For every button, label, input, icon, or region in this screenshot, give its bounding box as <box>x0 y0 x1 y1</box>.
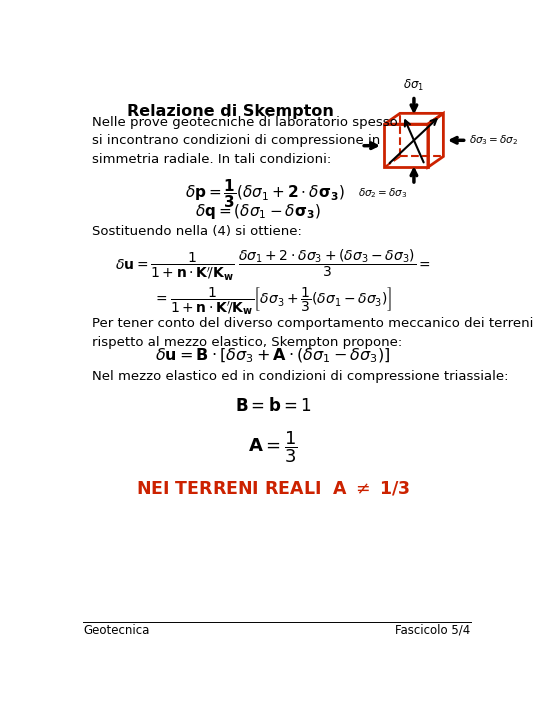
Text: Nel mezzo elastico ed in condizioni di compressione triassiale:: Nel mezzo elastico ed in condizioni di c… <box>92 370 509 383</box>
Text: NEI TERRENI REALI  A $\neq$ 1/3: NEI TERRENI REALI A $\neq$ 1/3 <box>136 479 410 497</box>
Text: $\delta\sigma_2=\delta\sigma_3$: $\delta\sigma_2=\delta\sigma_3$ <box>358 186 408 200</box>
Text: $= \dfrac{1}{1+\mathbf{n}\cdot \mathbf{K^{\prime}}\!/\mathbf{K_w}}\left[\delta\s: $= \dfrac{1}{1+\mathbf{n}\cdot \mathbf{K… <box>153 285 393 317</box>
Text: Geotecnica: Geotecnica <box>83 624 150 637</box>
Text: Relazione di Skempton: Relazione di Skempton <box>127 104 334 119</box>
Text: $\delta\mathbf{p} = \dfrac{\mathbf{1}}{\mathbf{3}}(\delta\sigma_1 + \mathbf{2}\c: $\delta\mathbf{p} = \dfrac{\mathbf{1}}{\… <box>185 177 345 210</box>
Text: $\delta\sigma_3=\delta\sigma_2$: $\delta\sigma_3=\delta\sigma_2$ <box>469 133 518 147</box>
Text: $\mathbf{A} = \dfrac{1}{3}$: $\mathbf{A} = \dfrac{1}{3}$ <box>248 430 298 465</box>
Text: $\delta\mathbf{q} = (\delta\sigma_1 - \delta\mathbf{\sigma_3})$: $\delta\mathbf{q} = (\delta\sigma_1 - \d… <box>194 202 320 221</box>
Text: Fascicolo 5/4: Fascicolo 5/4 <box>395 624 470 637</box>
Text: Per tener conto del diverso comportamento meccanico dei terreni
rispetto al mezz: Per tener conto del diverso comportament… <box>92 318 534 349</box>
Text: $\delta\mathbf{u} = \dfrac{1}{1+\mathbf{n}\cdot \mathbf{K^{\prime}}\!/\mathbf{K_: $\delta\mathbf{u} = \dfrac{1}{1+\mathbf{… <box>115 248 431 284</box>
Text: Sostituendo nella (4) si ottiene:: Sostituendo nella (4) si ottiene: <box>92 225 302 238</box>
Text: $\delta\mathbf{u} = \mathbf{B}\cdot\left[\delta\sigma_3+\mathbf{A}\cdot(\delta\s: $\delta\mathbf{u} = \mathbf{B}\cdot\left… <box>155 346 390 365</box>
Text: Nelle prove geotecniche di laboratorio spesso
si incontrano condizioni di compre: Nelle prove geotecniche di laboratorio s… <box>92 116 398 166</box>
Text: $\mathbf{B} = \mathbf{b} = 1$: $\mathbf{B} = \mathbf{b} = 1$ <box>234 397 311 415</box>
Text: $\delta\sigma_1$: $\delta\sigma_1$ <box>403 78 424 94</box>
